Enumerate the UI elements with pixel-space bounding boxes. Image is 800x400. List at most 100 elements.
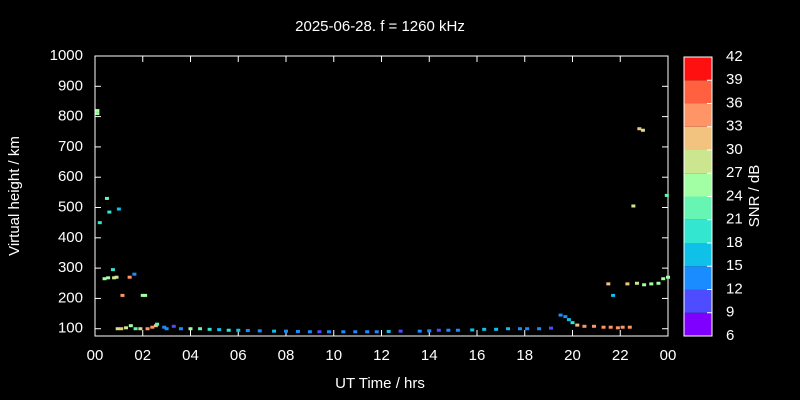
point (106, 276, 111, 280)
point (625, 282, 630, 286)
point (198, 327, 203, 331)
y-tick-label: 500 (58, 198, 83, 215)
point (417, 329, 422, 333)
point (162, 325, 167, 329)
point (257, 329, 262, 333)
colorbar-band (684, 219, 712, 243)
colorbar-tick-label: 42 (726, 48, 743, 65)
colorbar-band (684, 312, 712, 336)
point (365, 330, 370, 334)
point (236, 328, 241, 332)
point (525, 327, 530, 331)
point (116, 207, 121, 211)
x-tick-label: 14 (421, 347, 438, 364)
point (455, 328, 460, 332)
point (132, 272, 137, 276)
point (664, 193, 669, 197)
point (563, 315, 568, 319)
point (143, 293, 148, 297)
colorbar-band (684, 150, 712, 174)
x-tick-label: 06 (230, 347, 247, 364)
point (494, 327, 499, 331)
point (107, 210, 112, 214)
point (642, 283, 647, 287)
point (307, 330, 312, 334)
point (171, 324, 176, 328)
point (138, 327, 143, 331)
point (245, 329, 250, 333)
point (386, 329, 391, 333)
x-tick-label: 00 (660, 347, 677, 364)
point (649, 282, 654, 286)
colorbar-band (684, 57, 712, 81)
point (164, 327, 169, 331)
point (114, 275, 119, 279)
point (110, 268, 115, 272)
point (153, 324, 158, 328)
colorbar-tick-label: 30 (726, 141, 743, 158)
point (295, 329, 300, 333)
x-tick-label: 02 (134, 347, 151, 364)
point (627, 325, 632, 329)
point (506, 327, 511, 331)
point (482, 327, 487, 331)
point (207, 327, 212, 331)
point (575, 323, 580, 327)
point (549, 326, 554, 330)
colorbar-tick-label: 36 (726, 94, 743, 111)
colorbar-label: SNR / dB (746, 165, 763, 228)
point (272, 329, 277, 333)
x-tick-label: 18 (516, 347, 533, 364)
y-tick-label: 100 (58, 320, 83, 337)
chart-title: 2025-06-28. f = 1260 kHz (295, 18, 465, 35)
point (226, 328, 231, 332)
y-tick-label: 300 (58, 259, 83, 276)
point (95, 109, 100, 113)
colorbar-band (684, 126, 712, 150)
point (353, 330, 358, 334)
point (615, 326, 620, 330)
point (115, 327, 120, 331)
y-tick-label: 200 (58, 289, 83, 306)
point (97, 221, 102, 225)
point (119, 327, 124, 331)
x-tick-label: 16 (469, 347, 486, 364)
point (124, 326, 129, 330)
point (620, 325, 625, 329)
point (317, 330, 322, 334)
colorbar-tick-label: 21 (726, 211, 743, 228)
point (140, 293, 145, 297)
colorbar-tick-label: 12 (726, 280, 743, 297)
y-tick-label: 1000 (50, 47, 83, 64)
point (95, 112, 100, 116)
point (666, 275, 670, 279)
point (120, 293, 125, 297)
x-tick-label: 08 (278, 347, 295, 364)
point (601, 325, 606, 329)
point (606, 282, 611, 286)
point (558, 313, 563, 317)
point (217, 328, 222, 332)
point (150, 325, 155, 329)
point (661, 277, 666, 281)
colorbar-band (684, 289, 712, 313)
point (178, 327, 183, 331)
point (570, 321, 575, 325)
point (591, 324, 596, 328)
point (104, 196, 109, 200)
colorbar-band (684, 173, 712, 197)
point (128, 324, 133, 328)
point (155, 322, 160, 326)
colorbar-tick-label: 27 (726, 164, 743, 181)
point (127, 275, 132, 279)
point (436, 328, 441, 332)
colorbar-tick-label: 15 (726, 257, 743, 274)
point (102, 277, 107, 281)
point (517, 327, 522, 331)
point (566, 318, 571, 322)
point (631, 204, 636, 208)
y-tick-label: 900 (58, 77, 83, 94)
